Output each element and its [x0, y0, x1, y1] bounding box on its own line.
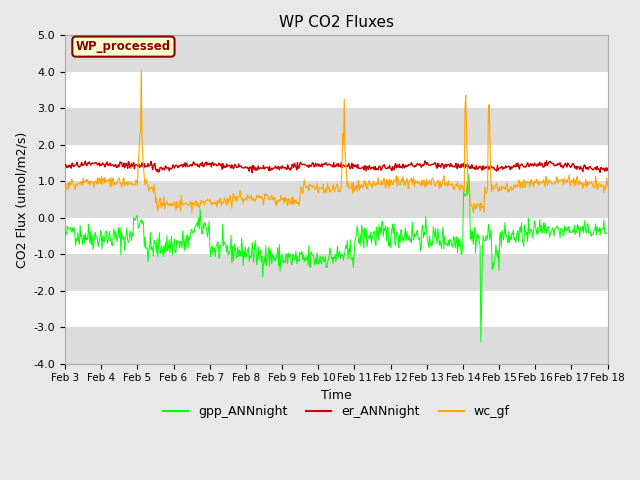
Bar: [65, 108, 607, 145]
Bar: [65, 254, 607, 291]
X-axis label: Time: Time: [321, 389, 352, 402]
Bar: [65, 36, 607, 72]
Text: WP_processed: WP_processed: [76, 40, 171, 53]
Title: WP CO2 Fluxes: WP CO2 Fluxes: [279, 15, 394, 30]
Legend: gpp_ANNnight, er_ANNnight, wc_gf: gpp_ANNnight, er_ANNnight, wc_gf: [158, 400, 515, 423]
Bar: [65, 327, 607, 364]
Y-axis label: CO2 Flux (umol/m2/s): CO2 Flux (umol/m2/s): [15, 132, 28, 268]
Bar: [65, 181, 607, 218]
